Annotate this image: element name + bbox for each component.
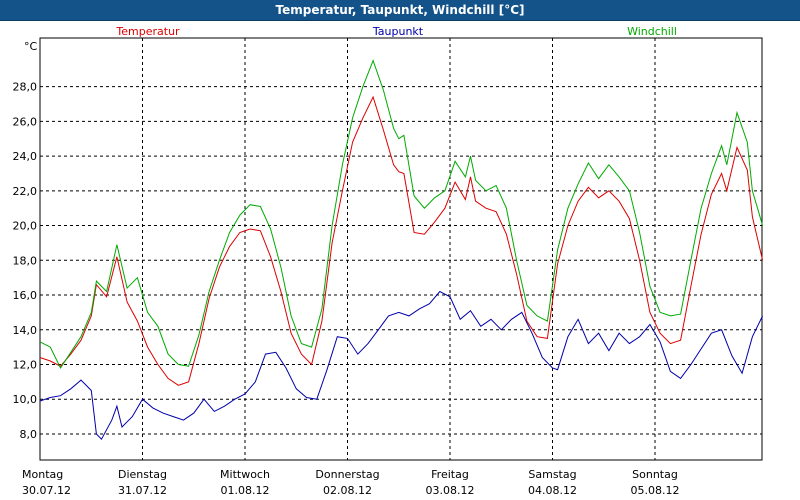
- y-tick-label: 16,0: [13, 289, 38, 302]
- x-tick-day: Mittwoch: [220, 468, 270, 481]
- chart-grid: [40, 38, 762, 460]
- legend-entry-windchill: Windchill: [627, 25, 677, 38]
- x-tick-date: 04.08.12: [528, 484, 577, 497]
- x-tick-day: Sonntag: [632, 468, 678, 481]
- x-tick-date: 02.08.12: [323, 484, 372, 497]
- legend-entry-temperatur: Temperatur: [115, 25, 180, 38]
- legend: Temperatur Taupunkt Windchill: [115, 25, 677, 38]
- x-tick-date: 05.08.12: [631, 484, 680, 497]
- x-tick-day: Donnerstag: [315, 468, 379, 481]
- series-line-temperatur: [39, 95, 764, 386]
- legend-entry-taupunkt: Taupunkt: [372, 25, 424, 38]
- plot-border: [39, 37, 763, 461]
- x-tick-labels: Montag 30.07.12 Dienstag 31.07.12 Mittwoch 01…: [22, 468, 679, 497]
- x-tick-day: Samstag: [528, 468, 576, 481]
- series-layer: [39, 59, 764, 441]
- x-tick-day: Freitag: [431, 468, 469, 481]
- y-tick-label: 22,0: [13, 185, 38, 198]
- y-tick-label: 20,0: [13, 220, 38, 233]
- x-tick-date: 01.08.12: [221, 484, 270, 497]
- y-tick-label: 14,0: [13, 324, 38, 337]
- y-tick-labels: 8,0 10,0 12,0 14,0 16,0 18,0 20,0 22,0 24,0 26,0 2…: [13, 81, 38, 441]
- x-tick-date: 03.08.12: [426, 484, 475, 497]
- x-tick-date: 30.07.12: [22, 484, 71, 497]
- y-tick-label: 26,0: [13, 115, 38, 128]
- x-tick-day: Dienstag: [118, 468, 167, 481]
- x-tick-day: Montag: [22, 468, 63, 481]
- series-line-windchill: [39, 59, 764, 370]
- series-line-taupunkt: [39, 290, 764, 441]
- y-tick-label: 28,0: [13, 81, 38, 94]
- y-tick-label: 10,0: [13, 393, 38, 406]
- y-tick-label: 24,0: [13, 150, 38, 163]
- plot-frame: [39, 37, 763, 461]
- y-tick-label: 8,0: [20, 428, 38, 441]
- x-tick-date: 31.07.12: [118, 484, 167, 497]
- y-axis-label: °C: [24, 40, 38, 53]
- y-tick-label: 12,0: [13, 358, 38, 371]
- y-tick-label: 18,0: [13, 254, 38, 267]
- window-title: Temperatur, Taupunkt, Windchill [°C]: [0, 0, 800, 21]
